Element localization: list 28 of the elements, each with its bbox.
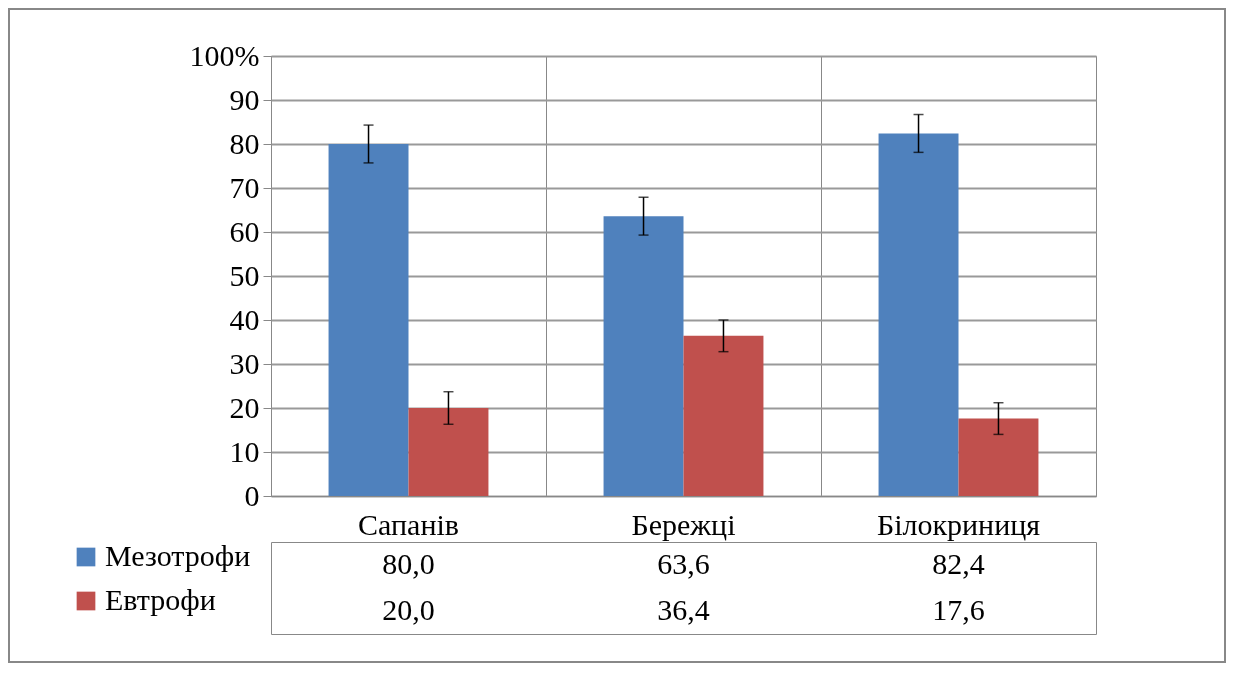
bar bbox=[408, 408, 489, 496]
data-label: 80,0 bbox=[382, 547, 435, 580]
data-label: 82,4 bbox=[932, 547, 985, 580]
x-tick-label: Білокриниця bbox=[876, 507, 1041, 541]
bar bbox=[603, 216, 684, 496]
x-tick-label: Бережці bbox=[631, 507, 736, 541]
y-tick-label: 100% bbox=[189, 38, 260, 72]
legend-label: Евтрофи bbox=[105, 583, 216, 616]
bar bbox=[683, 335, 764, 496]
x-tick-label: Сапанів bbox=[358, 507, 459, 541]
y-tick-label: 50 bbox=[229, 258, 260, 292]
y-tick-label: 70 bbox=[229, 170, 260, 204]
bar bbox=[958, 418, 1039, 496]
bar bbox=[328, 144, 409, 496]
bar bbox=[878, 133, 959, 496]
data-label: 17,6 bbox=[932, 593, 985, 626]
y-tick-label: 60 bbox=[229, 214, 260, 248]
data-label: 20,0 bbox=[382, 593, 435, 626]
legend-label: Мезотрофи bbox=[105, 539, 251, 572]
data-label: 36,4 bbox=[657, 593, 710, 626]
y-tick-label: 80 bbox=[229, 126, 260, 160]
y-tick-label: 0 bbox=[244, 478, 260, 512]
y-tick-label: 30 bbox=[229, 346, 260, 380]
y-tick-label: 10 bbox=[229, 434, 260, 468]
y-tick-label: 20 bbox=[229, 390, 260, 424]
y-tick-label: 90 bbox=[229, 82, 260, 116]
y-tick-label: 40 bbox=[229, 302, 260, 336]
data-label: 63,6 bbox=[657, 547, 710, 580]
